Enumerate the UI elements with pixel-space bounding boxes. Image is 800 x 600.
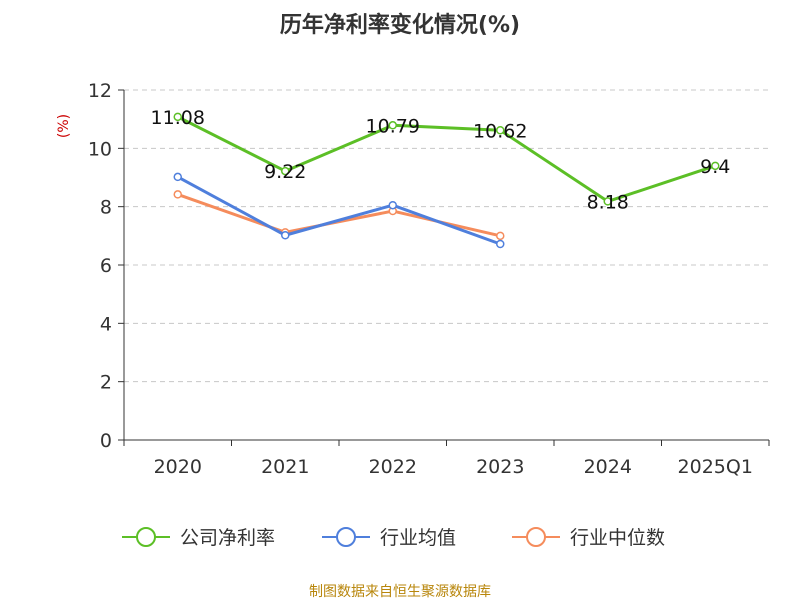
y-tick-label: 12 — [88, 80, 112, 102]
data-label: 11.08 — [151, 107, 205, 129]
axes: 0 2 4 6 8 10 12 2020 2021 2022 2023 2024 2025Q1 — [88, 80, 770, 478]
x-tick-label: 2021 — [261, 456, 309, 478]
x-tick-label: 2022 — [369, 456, 417, 478]
data-label: 9.4 — [700, 156, 730, 178]
y-tick-label: 2 — [100, 372, 112, 394]
series-line — [177, 115, 716, 203]
data-point — [173, 190, 182, 199]
data-label: 10.79 — [366, 115, 420, 137]
y-tick-label: 4 — [100, 313, 112, 335]
data-point — [281, 231, 290, 240]
series-layer — [173, 112, 720, 249]
data-point — [711, 161, 720, 171]
data-point — [603, 197, 612, 206]
legend-marker — [136, 527, 156, 547]
grid — [124, 89, 769, 383]
data-labels: 11.08 9.22 10.79 10.62 8.18 9.4 — [151, 107, 731, 214]
x-tick-label: 2020 — [154, 456, 202, 478]
legend: 公司净利率 行业均值 行业中位数 — [122, 527, 665, 549]
data-point — [388, 121, 397, 130]
y-tick-label: 8 — [100, 197, 112, 219]
source-note: 制图数据来自恒生聚源数据库 — [309, 584, 491, 600]
data-point — [281, 166, 290, 176]
data-point — [496, 231, 505, 241]
x-tick-label: 2023 — [476, 456, 524, 478]
legend-label: 行业中位数 — [570, 527, 665, 549]
legend-marker — [336, 527, 356, 547]
series-line — [177, 193, 501, 238]
series-line — [177, 175, 501, 246]
data-label: 9.22 — [264, 161, 306, 183]
y-axis-label: (%) — [56, 114, 72, 138]
data-label: 10.62 — [473, 120, 527, 142]
legend-marker — [526, 527, 546, 547]
x-tick-label: 2024 — [584, 456, 632, 478]
x-tick-label: 2025Q1 — [678, 456, 753, 478]
legend-label: 公司净利率 — [180, 527, 275, 549]
legend-label: 行业均值 — [380, 527, 456, 549]
data-point — [496, 126, 505, 135]
y-tick-label: 6 — [100, 255, 112, 277]
data-point — [173, 112, 182, 122]
data-point — [496, 239, 505, 249]
data-label: 8.18 — [587, 191, 629, 213]
chart-title: 历年净利率变化情况(%) — [280, 12, 520, 38]
y-tick-label: 10 — [88, 138, 112, 160]
y-tick-label: 0 — [100, 430, 112, 452]
data-point — [388, 200, 397, 210]
data-point — [173, 172, 182, 182]
